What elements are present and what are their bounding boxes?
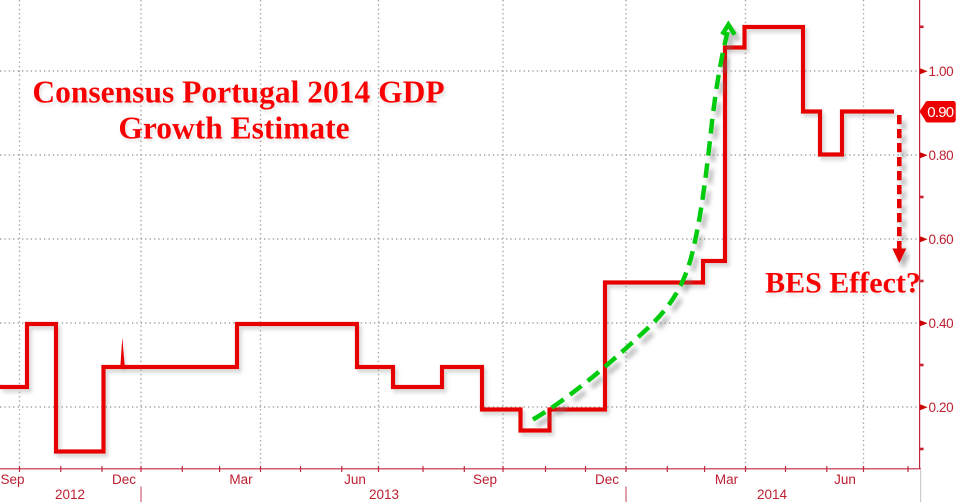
svg-text:2012: 2012 [55,487,85,502]
svg-text:Growth Estimate: Growth Estimate [118,111,349,146]
svg-text:Jun: Jun [344,472,366,487]
svg-text:Dec: Dec [112,472,136,487]
svg-text:0.20: 0.20 [929,400,954,415]
svg-text:0.90: 0.90 [927,104,953,121]
svg-text:Dec: Dec [595,472,619,487]
svg-text:Consensus Portugal 2014 GDP: Consensus Portugal 2014 GDP [32,75,444,110]
svg-text:Sep: Sep [1,472,25,487]
svg-text:1.00: 1.00 [929,64,954,79]
svg-text:0.40: 0.40 [929,316,954,331]
svg-text:Jun: Jun [834,472,856,487]
svg-text:2013: 2013 [369,487,399,502]
svg-text:2014: 2014 [757,487,788,502]
svg-text:Mar: Mar [715,472,739,487]
svg-text:Sep: Sep [473,472,497,487]
svg-text:BES Effect?: BES Effect? [765,266,921,299]
svg-text:Mar: Mar [229,472,253,487]
svg-text:0.80: 0.80 [929,148,954,163]
svg-text:0.60: 0.60 [929,232,954,247]
